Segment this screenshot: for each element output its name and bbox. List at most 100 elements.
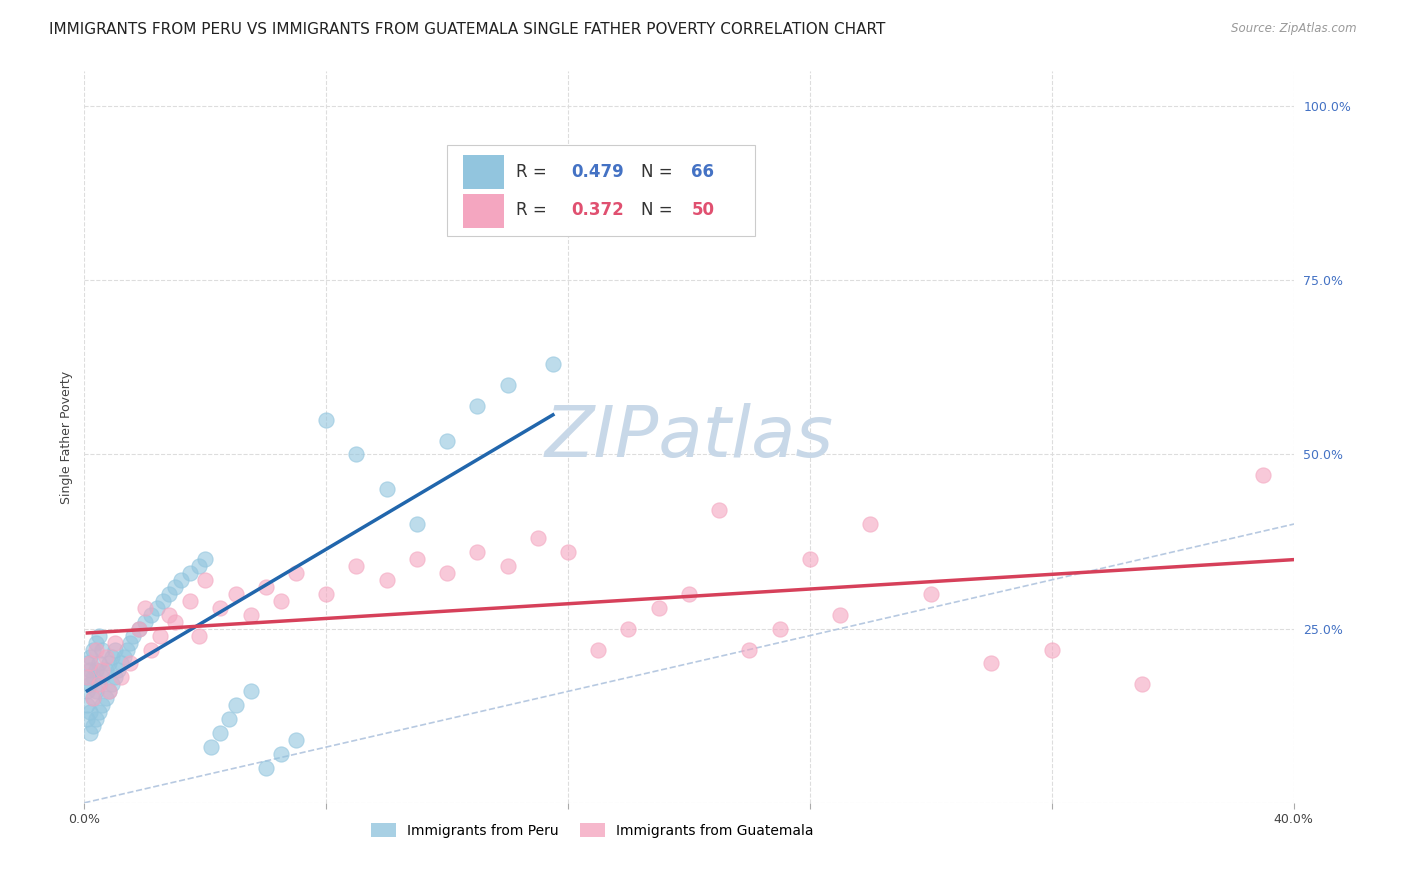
Point <box>557 545 579 559</box>
Point <box>86 664 108 678</box>
Point <box>406 517 429 532</box>
Point <box>254 580 277 594</box>
Point <box>678 587 700 601</box>
Point <box>285 566 308 580</box>
Point <box>107 664 129 678</box>
Point <box>76 657 98 671</box>
Legend: Immigrants from Peru, Immigrants from Guatemala: Immigrants from Peru, Immigrants from Gu… <box>366 817 818 844</box>
Point <box>980 657 1002 671</box>
Text: R =: R = <box>516 162 553 180</box>
Point <box>406 552 429 566</box>
Text: 0.479: 0.479 <box>572 162 624 180</box>
Point <box>100 677 122 691</box>
Point <box>920 587 942 601</box>
Point <box>225 698 247 713</box>
Point <box>1040 642 1063 657</box>
Point <box>91 670 114 684</box>
Text: R =: R = <box>516 202 553 219</box>
Point <box>270 747 292 761</box>
Point <box>209 726 232 740</box>
Point <box>112 649 135 664</box>
Point <box>86 642 108 657</box>
Point <box>97 657 120 671</box>
Point <box>94 691 117 706</box>
Point <box>104 670 127 684</box>
Text: 66: 66 <box>692 162 714 180</box>
Point <box>128 622 150 636</box>
Point <box>115 642 138 657</box>
Point <box>118 635 141 649</box>
Point <box>104 642 127 657</box>
Point <box>617 622 640 636</box>
Point <box>1130 677 1153 691</box>
Point <box>76 670 98 684</box>
Point <box>79 664 101 678</box>
Point <box>285 733 308 747</box>
Point <box>79 677 101 691</box>
Point <box>86 635 108 649</box>
Point <box>467 399 489 413</box>
Point <box>769 622 792 636</box>
FancyBboxPatch shape <box>447 145 755 235</box>
Point <box>82 670 104 684</box>
Point <box>239 684 262 698</box>
Point <box>239 607 262 622</box>
Point <box>188 629 211 643</box>
Point <box>194 552 217 566</box>
Point <box>194 573 217 587</box>
Text: N =: N = <box>641 162 678 180</box>
Point <box>648 600 671 615</box>
Point <box>89 629 111 643</box>
Point <box>527 531 550 545</box>
Point <box>110 670 132 684</box>
Point <box>97 684 120 698</box>
Point <box>375 483 398 497</box>
Point <box>179 566 201 580</box>
Text: 0.372: 0.372 <box>572 202 624 219</box>
Text: IMMIGRANTS FROM PERU VS IMMIGRANTS FROM GUATEMALA SINGLE FATHER POVERTY CORRELAT: IMMIGRANTS FROM PERU VS IMMIGRANTS FROM … <box>49 22 886 37</box>
Point <box>100 649 122 664</box>
Point <box>134 600 156 615</box>
Point <box>496 377 519 392</box>
Point <box>179 594 201 608</box>
Point <box>82 719 104 733</box>
Point <box>76 712 98 726</box>
Text: ZIPatlas: ZIPatlas <box>544 402 834 472</box>
Point <box>157 587 180 601</box>
Point <box>86 712 108 726</box>
Point <box>346 448 368 462</box>
Point <box>139 642 162 657</box>
Point <box>436 566 458 580</box>
Point <box>82 691 104 706</box>
Point <box>254 761 277 775</box>
Point <box>270 594 292 608</box>
Point <box>94 649 117 664</box>
Point <box>170 573 193 587</box>
Point <box>165 580 187 594</box>
Point <box>82 642 104 657</box>
Point <box>165 615 187 629</box>
Point <box>89 677 111 691</box>
Point <box>139 607 162 622</box>
Point <box>128 622 150 636</box>
Point <box>188 558 211 573</box>
Point <box>76 670 98 684</box>
Point <box>315 412 337 426</box>
Point <box>588 642 610 657</box>
Point <box>89 677 111 691</box>
Point <box>91 664 114 678</box>
Point <box>157 607 180 622</box>
FancyBboxPatch shape <box>463 194 503 227</box>
FancyBboxPatch shape <box>463 155 503 189</box>
Text: Source: ZipAtlas.com: Source: ZipAtlas.com <box>1232 22 1357 36</box>
Point <box>76 698 98 713</box>
Point <box>830 607 852 622</box>
Point <box>76 684 98 698</box>
Point <box>94 664 117 678</box>
Point <box>79 649 101 664</box>
Point <box>225 587 247 601</box>
Point <box>110 657 132 671</box>
Point <box>91 642 114 657</box>
Point <box>121 629 143 643</box>
Point <box>79 705 101 719</box>
